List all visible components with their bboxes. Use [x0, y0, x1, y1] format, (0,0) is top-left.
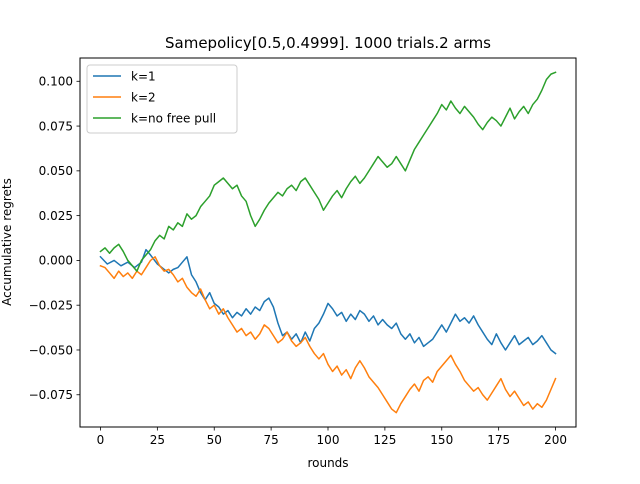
- y-tick-label: 0.050: [39, 164, 73, 178]
- chart-title: Samepolicy[0.5,0.4999]. 1000 trials.2 ar…: [165, 34, 491, 52]
- x-tick-label: 100: [317, 433, 340, 447]
- x-tick-label: 175: [487, 433, 510, 447]
- x-tick-label: 125: [373, 433, 396, 447]
- y-tick-label: 0.075: [39, 119, 73, 133]
- series-line-1: [99, 248, 557, 355]
- x-tick-label: 75: [263, 433, 278, 447]
- legend: k=1 k=2 k=no free pull: [86, 64, 238, 134]
- x-axis: 0 25 50 75 100 125 150 175 200: [97, 427, 567, 447]
- series-line-3: [99, 71, 557, 272]
- x-tick-label: 150: [430, 433, 453, 447]
- y-tick-label: −0.025: [29, 298, 73, 312]
- x-axis-label: rounds: [307, 456, 348, 470]
- y-tick-label: −0.050: [29, 343, 73, 357]
- y-tick-label: 0.100: [39, 75, 73, 89]
- x-tick-label: 50: [207, 433, 222, 447]
- series-layer: [99, 71, 557, 414]
- y-axis: −0.075 −0.050 −0.025 0.000 0.025 0.050 0.075 0.…: [29, 75, 80, 402]
- x-tick-label: 200: [544, 433, 567, 447]
- legend-box: [86, 64, 238, 134]
- series-line-2: [99, 256, 557, 414]
- x-tick-label: 0: [97, 433, 105, 447]
- y-axis-label: Accumulative regrets: [0, 178, 14, 306]
- y-tick-label: 0.000: [39, 254, 73, 268]
- y-tick-label: 0.025: [39, 209, 73, 223]
- y-tick-label: −0.075: [29, 388, 73, 402]
- legend-label-1: k=1: [131, 69, 156, 83]
- legend-label-3: k=no free pull: [131, 111, 216, 125]
- legend-label-2: k=2: [131, 90, 156, 104]
- x-tick-label: 25: [150, 433, 165, 447]
